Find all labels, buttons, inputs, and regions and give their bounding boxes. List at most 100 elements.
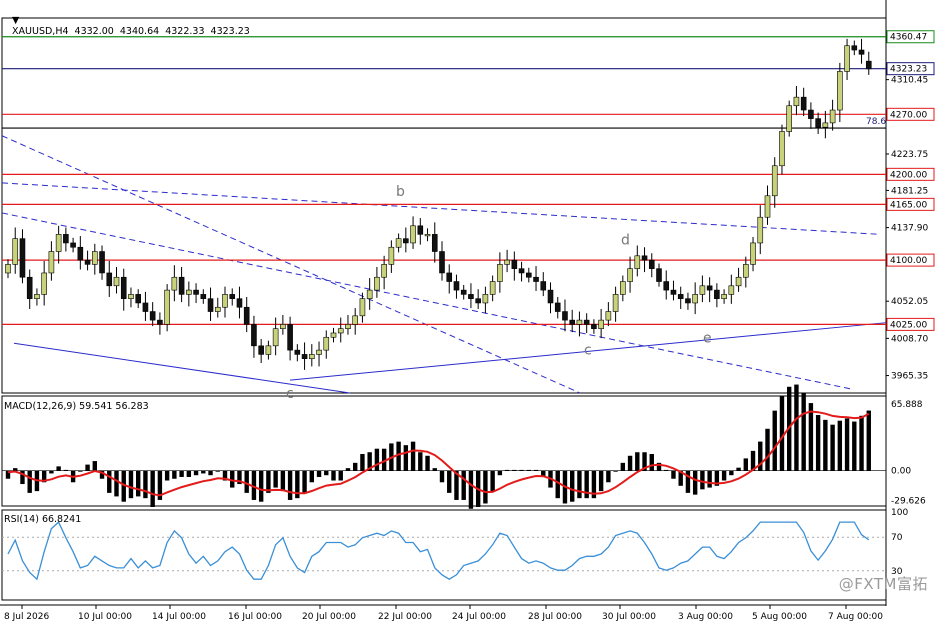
candle-body (48, 251, 55, 274)
candle-body (475, 298, 481, 304)
macd-bar (107, 470, 112, 493)
macd-bar (555, 470, 560, 499)
macd-bar (374, 448, 380, 471)
macd-bar (338, 470, 343, 481)
candle-body (489, 281, 496, 295)
macd-bar (244, 470, 249, 493)
candle-body (829, 109, 836, 124)
candle-body (851, 45, 858, 51)
macd-bar (85, 464, 90, 471)
macd-bar (497, 470, 503, 476)
macd-bar (526, 469, 531, 471)
macd-bar (396, 441, 401, 471)
candle-body (280, 324, 286, 329)
candle-body (77, 246, 84, 261)
candle-body (120, 276, 127, 299)
candle-body (800, 96, 807, 111)
candle-body (424, 234, 431, 237)
macd-bar (519, 469, 524, 471)
x-tick-label: 10 Jul 00:00 (78, 612, 132, 622)
macd-bar (287, 470, 293, 500)
macd-bar (121, 470, 126, 502)
candle-body (410, 225, 416, 244)
macd-bar (258, 470, 264, 502)
candle-body (468, 294, 474, 299)
macd-bar (598, 470, 604, 492)
macd-bar (157, 470, 163, 500)
macd-bar (280, 470, 286, 492)
candle-body (200, 294, 207, 299)
candle-body (5, 264, 11, 274)
candle-body (388, 246, 395, 265)
candle-body (706, 285, 713, 291)
macd-bar (403, 445, 409, 471)
x-tick-label: 20 Jul 00:00 (302, 612, 356, 622)
candle-body (627, 268, 633, 282)
x-tick-label: 7 Aug 00:00 (828, 612, 883, 622)
candle-body (26, 276, 33, 299)
macd-bar (143, 470, 148, 499)
macd-bar (664, 469, 669, 471)
macd-bar (823, 419, 828, 471)
macd-bar (432, 468, 437, 471)
candle-body (728, 285, 735, 295)
rsi-tick-label: 70 (891, 533, 903, 543)
macd-bar (852, 421, 857, 471)
macd-bar (844, 418, 850, 471)
macd-bar (577, 470, 582, 499)
candle-body (735, 276, 742, 287)
macd-bar (642, 452, 647, 471)
macd-bar (721, 470, 727, 481)
macd-bar (367, 452, 372, 471)
macd-bar (620, 462, 626, 471)
candle-body (453, 281, 460, 291)
macd-bar (815, 414, 821, 471)
rsi-tick-label: 100 (891, 508, 908, 518)
candle-body (837, 71, 843, 111)
candle-body (815, 118, 821, 128)
macd-bar (230, 470, 235, 488)
macd-bar (425, 455, 430, 471)
macd-bar (186, 470, 192, 477)
candle-body (207, 298, 214, 312)
macd-bar (591, 470, 597, 499)
macd-bar (490, 470, 495, 492)
candle-body (142, 302, 149, 312)
macd-bar (439, 470, 445, 483)
candle-body (670, 289, 677, 295)
macd-bar (779, 396, 785, 471)
level-tag (886, 167, 935, 181)
x-tick-label: 30 Jul 00:00 (602, 612, 656, 622)
wave-label-clip: c (286, 386, 294, 402)
x-tick-label: 28 Jul 00:00 (528, 612, 582, 622)
candle-body (236, 298, 243, 308)
triangle-upper-dashed (1, 182, 881, 235)
collapse-arrow-icon[interactable]: ▼ (12, 15, 20, 26)
candle-body (793, 96, 800, 107)
candle-body (583, 319, 590, 325)
rsi-tick-label: 30 (891, 567, 903, 577)
candle-body (337, 328, 344, 334)
level-tag (886, 62, 935, 76)
macd-bar (649, 454, 654, 471)
macd-bar (830, 424, 835, 471)
macd-bar (150, 470, 155, 508)
macd-bar (570, 470, 575, 502)
rsi-panel-frame (1, 509, 887, 601)
candle-body (612, 294, 619, 312)
macd-bar (461, 470, 466, 500)
candle-body (431, 234, 438, 252)
macd-bar (410, 441, 416, 471)
macd-bar (172, 470, 177, 479)
triangle-lower-line (289, 322, 887, 381)
candle-body (554, 302, 561, 312)
wave-label-e: e (703, 330, 712, 346)
macd-bar (92, 461, 97, 471)
candle-body (84, 259, 91, 265)
macd-bar (692, 470, 698, 495)
macd-bar (27, 470, 32, 493)
macd-tick-label: 0.00 (891, 467, 911, 477)
macd-bar (49, 470, 54, 474)
level-tag (886, 30, 935, 44)
